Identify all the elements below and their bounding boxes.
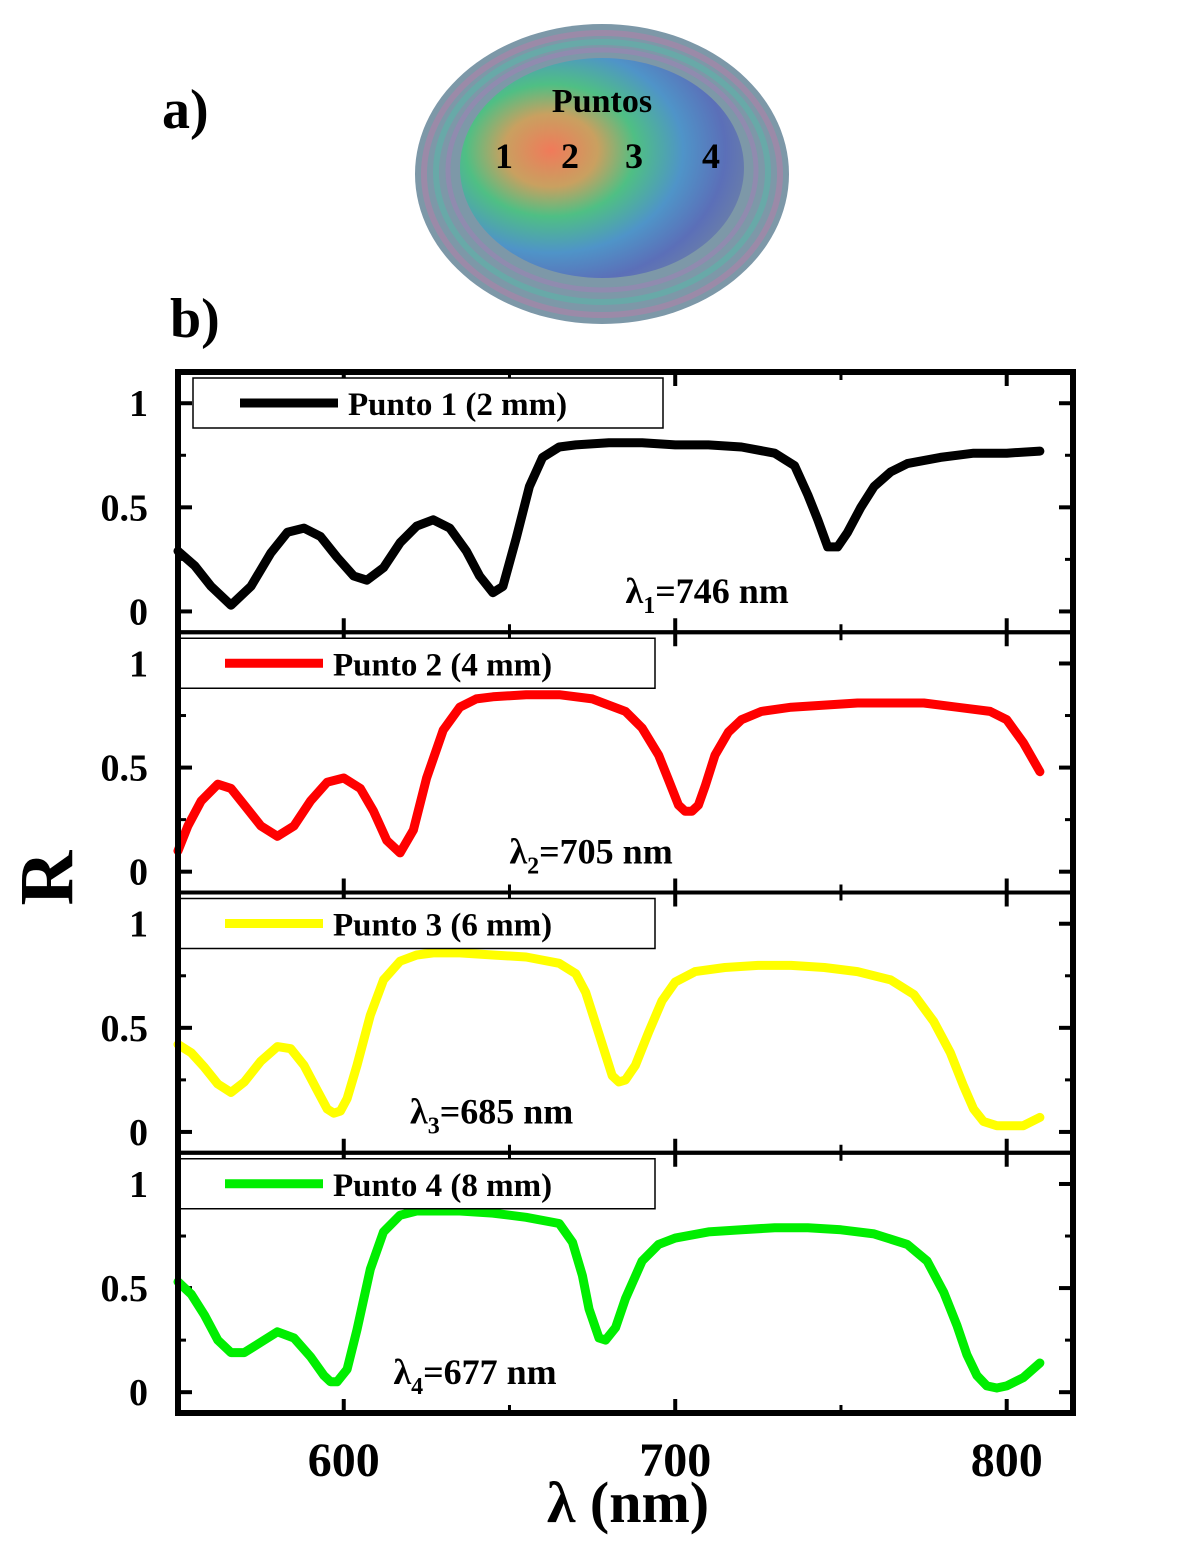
y-tick-label: 0.5 bbox=[101, 748, 149, 790]
x-tick-label: 600 bbox=[308, 1434, 380, 1487]
y-tick-label: 0 bbox=[129, 1372, 148, 1414]
legend-label-2: Punto 2 (4 mm) bbox=[333, 647, 552, 683]
annotation-4: λ4=677 nm bbox=[393, 1352, 556, 1400]
subplot-3: 0 0.5 1 Punto 3 (6 mm) λ3=685 nm bbox=[101, 893, 1074, 1154]
legend-label-4: Punto 4 (8 mm) bbox=[333, 1168, 552, 1204]
x-tick-label: 700 bbox=[639, 1434, 711, 1487]
panel-b-label: b) bbox=[170, 288, 220, 350]
y-tick-label: 1 bbox=[129, 383, 148, 425]
subplot-4: 0 0.5 1 Punto 4 (8 mm) λ4=677 nm bbox=[101, 1153, 1074, 1414]
annotation-3: λ3=685 nm bbox=[410, 1092, 573, 1140]
y-tick-label: 1 bbox=[129, 1164, 148, 1206]
point-label-2: 2 bbox=[561, 136, 579, 176]
series-line-1 bbox=[178, 443, 1040, 605]
y-tick-label: 0.5 bbox=[101, 1008, 149, 1050]
y-tick-label: 1 bbox=[129, 904, 148, 946]
y-tick-label: 0 bbox=[129, 1112, 148, 1154]
subplot-1: 0 0.5 1 Punto 1 (2 mm) λ1=746 nm bbox=[101, 372, 1074, 633]
y-tick-label: 0.5 bbox=[101, 1268, 149, 1310]
x-tick-label: 800 bbox=[971, 1434, 1043, 1487]
y-axis-label: R bbox=[5, 849, 89, 905]
point-label-4: 4 bbox=[702, 136, 720, 176]
legend-label-3: Punto 3 (6 mm) bbox=[333, 908, 552, 944]
point-label-3: 3 bbox=[625, 136, 643, 176]
y-tick-label: 0.5 bbox=[101, 487, 149, 529]
series-line-3 bbox=[178, 953, 1040, 1126]
legend-label-1: Punto 1 (2 mm) bbox=[348, 387, 567, 423]
sample-photo: Puntos 1 2 3 4 bbox=[415, 24, 789, 324]
annotation-2: λ2=705 nm bbox=[509, 831, 672, 879]
annotation-1: λ1=746 nm bbox=[626, 571, 789, 619]
puntos-title: Puntos bbox=[552, 83, 652, 120]
point-label-1: 1 bbox=[495, 136, 513, 176]
y-tick-label: 0 bbox=[129, 852, 148, 894]
y-tick-label: 1 bbox=[129, 643, 148, 685]
y-tick-label: 0 bbox=[129, 591, 148, 633]
subplot-2: 0 0.5 1 Punto 2 (4 mm) λ2=705 nm bbox=[101, 632, 1074, 893]
stacked-reflectance-chart: 0 0.5 1 Punto 1 (2 mm) λ1=746 nm 0 0.5 1 Punto 2… bbox=[101, 372, 1074, 1487]
panel-a-label: a) bbox=[162, 79, 209, 141]
series-line-2 bbox=[178, 695, 1040, 853]
series-line-4 bbox=[178, 1211, 1040, 1388]
